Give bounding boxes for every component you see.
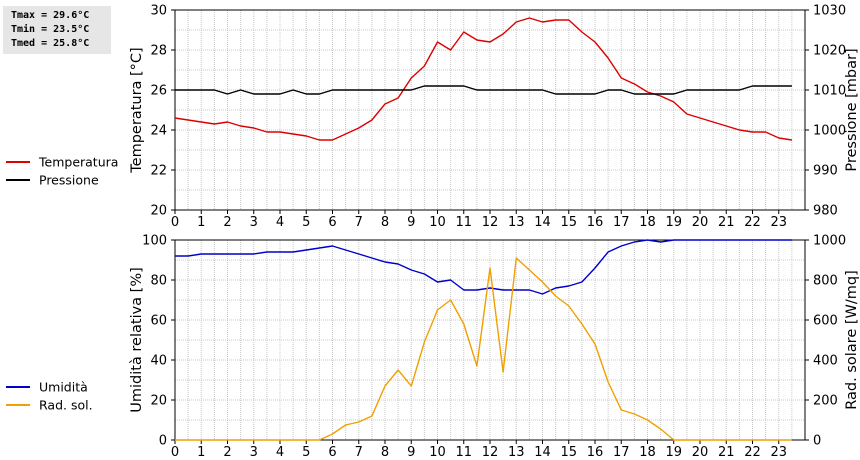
x-tick-label: 1 [197,215,205,230]
x-tick-label: 5 [302,445,310,460]
y2-tick-label: 980 [813,204,838,219]
y2-axis-title: Pressione [mbar] [844,48,860,171]
y-axis-title: Temperatura [°C] [129,47,145,173]
series-line-temperatura [174,17,793,141]
humidity-solar-chart: 0 1 2 3 4 5 6 7 8 9 10 11 12 13 14 15 16 17 18 19 20 21 22 2302… [6,234,860,460]
x-tick-label: 16 [587,445,604,460]
series-line-rad-sol- [175,257,792,441]
x-tick-label: 23 [770,445,787,460]
x-tick-label: 7 [355,445,363,460]
x-tick-label: 11 [455,215,472,230]
x-tick-label: 10 [429,445,446,460]
y2-tick-label: 400 [813,354,838,369]
x-tick-label: 21 [718,445,735,460]
x-tick-label: 20 [692,215,709,230]
y-axis-title: Umidità relativa [%] [129,267,145,413]
x-tick-label: 10 [429,215,446,230]
x-tick-label: 21 [718,215,735,230]
x-tick-label: 12 [482,215,499,230]
y-tick-label: 30 [150,4,167,19]
legend-label: Temperatura [38,155,118,170]
y-tick-label: 22 [150,164,167,179]
x-tick-label: 11 [455,445,472,460]
x-tick-label: 4 [276,215,284,230]
x-tick-label: 19 [665,215,682,230]
x-tick-label: 14 [534,215,551,230]
x-tick-label: 5 [302,215,310,230]
x-tick-label: 2 [223,445,231,460]
temp-pressure-chart: 0 1 2 3 4 5 6 7 8 9 10 11 12 13 14 15 16 17 18 19 20 21 22 2320… [6,4,860,230]
legend-label: Pressione [39,173,99,188]
x-tick-label: 6 [328,445,336,460]
x-tick-label: 13 [508,445,525,460]
x-tick-label: 8 [381,215,389,230]
y2-tick-label: 800 [813,274,838,289]
x-tick-label: 17 [613,215,630,230]
tmin-label: Tmin = 23.5°C [11,24,90,35]
x-tick-label: 22 [744,215,761,230]
y-tick-label: 100 [142,234,167,249]
y-tick-label: 28 [150,44,167,59]
series-line-umidit- [175,239,792,295]
x-tick-label: 15 [560,445,577,460]
y-tick-label: 26 [150,84,167,99]
legend-label: Rad. sol. [39,398,93,413]
y-tick-label: 20 [150,394,167,409]
legend-label: Umidità [39,380,88,395]
y-tick-label: 60 [150,314,167,329]
y-tick-label: 0 [159,434,167,449]
y2-tick-label: 1000 [813,124,846,139]
x-tick-label: 18 [639,445,656,460]
x-tick-label: 9 [407,215,415,230]
x-tick-label: 1 [197,445,205,460]
x-tick-label: 4 [276,445,284,460]
x-tick-label: 17 [613,445,630,460]
x-tick-label: 15 [560,215,577,230]
y2-tick-label: 1030 [813,4,846,19]
x-tick-label: 12 [482,445,499,460]
y2-tick-label: 0 [813,434,821,449]
x-tick-label: 22 [744,445,761,460]
y2-tick-label: 1000 [813,234,846,249]
y2-tick-label: 990 [813,164,838,179]
x-tick-label: 2 [223,215,231,230]
x-tick-label: 0 [171,215,179,230]
x-tick-label: 13 [508,215,525,230]
x-tick-label: 8 [381,445,389,460]
tmed-label: Tmed = 25.8°C [11,38,90,49]
x-tick-label: 7 [355,215,363,230]
x-tick-label: 19 [665,445,682,460]
x-tick-label: 9 [407,445,415,460]
x-tick-label: 3 [250,445,258,460]
y2-tick-label: 200 [813,394,838,409]
x-tick-label: 18 [639,215,656,230]
x-tick-label: 23 [770,215,787,230]
x-tick-label: 3 [250,215,258,230]
series-line-pressione [175,85,792,95]
y-tick-label: 80 [150,274,167,289]
x-tick-label: 20 [692,445,709,460]
y2-tick-label: 1020 [813,44,846,59]
y-tick-label: 24 [150,124,167,139]
tmax-label: Tmax = 29.6°C [11,10,90,21]
x-tick-label: 14 [534,445,551,460]
y-tick-label: 20 [150,204,167,219]
x-tick-label: 0 [171,445,179,460]
x-tick-label: 16 [587,215,604,230]
stats-box: Tmax = 29.6°C Tmin = 23.5°C Tmed = 25.8°… [3,6,111,54]
x-tick-label: 6 [328,215,336,230]
y2-axis-title: Rad. solare [W/mq] [844,270,860,409]
y2-tick-label: 600 [813,314,838,329]
y-tick-label: 40 [150,354,167,369]
y2-tick-label: 1010 [813,84,846,99]
